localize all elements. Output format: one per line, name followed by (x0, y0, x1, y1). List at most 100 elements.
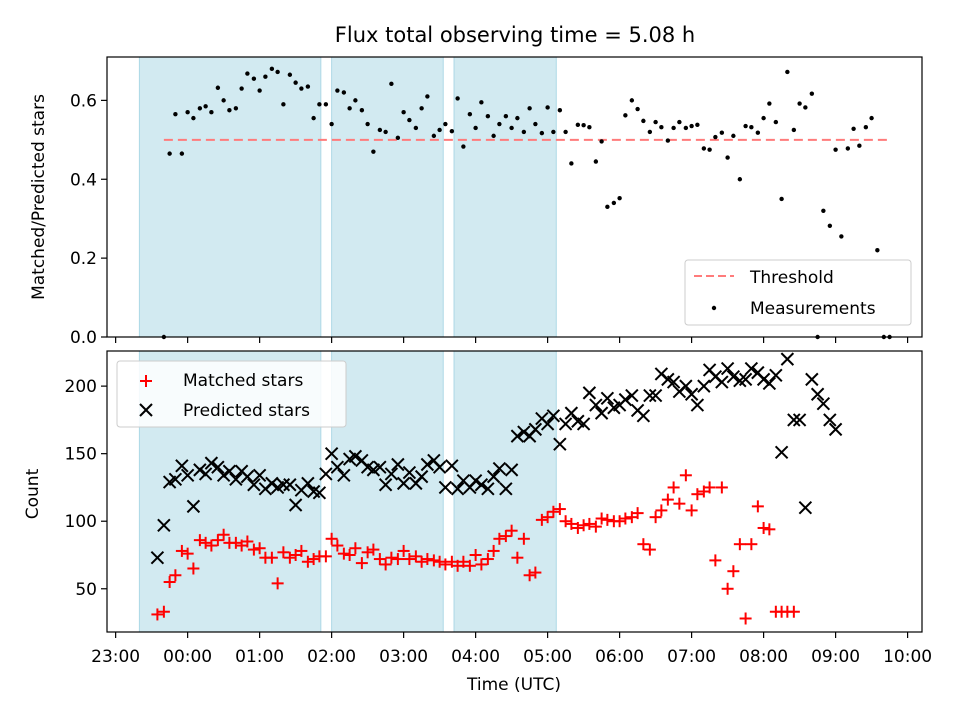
top-bands (138, 56, 557, 338)
measurement-point (563, 129, 568, 135)
measurement-point (749, 124, 754, 130)
matched-star-point (331, 539, 344, 552)
predicted-mark-b (510, 429, 525, 443)
matched-star-point (745, 538, 758, 551)
predicted-star-point (157, 518, 171, 532)
predicted-star-point (576, 417, 591, 431)
predicted-star-point (769, 368, 783, 383)
y-tick-label: 0.2 (70, 249, 97, 269)
predicted-star-point (594, 406, 609, 420)
matched-star-point (475, 558, 488, 571)
measurement-point (215, 85, 221, 90)
measurement-point (725, 155, 730, 160)
measurement-point (611, 200, 617, 206)
measurement-point (839, 234, 844, 239)
measurement-point (527, 106, 532, 111)
predicted-mark-b (486, 469, 501, 484)
predicted-star-point (474, 478, 489, 492)
top-points (161, 66, 892, 340)
measurement-point (191, 115, 196, 121)
measurement-point (869, 115, 874, 121)
observing-band (138, 56, 322, 338)
predicted-star-point (481, 482, 495, 496)
measurement-point (425, 94, 430, 99)
bottom-xticks: 23:00 00:00 01:00 02:00 03:00 04:00 05:00 06:00… (91, 632, 932, 667)
predicted-mark-b (211, 460, 225, 474)
y-tick-label: 0.4 (70, 170, 97, 190)
predicted-mark-b (396, 476, 411, 491)
matched-star-point (157, 605, 170, 618)
matched-legend-label: Matched stars (183, 371, 303, 391)
matched-star-point (739, 612, 752, 625)
predicted-mark-b (229, 472, 243, 487)
measurement-point (521, 129, 527, 135)
predicted-star-point (391, 457, 405, 472)
predicted-star-point (774, 445, 789, 460)
predicted-star-point (348, 449, 363, 464)
matched-star-point (721, 582, 734, 595)
predicted-mark-b (780, 352, 795, 366)
x-tick-label: 00:00 (163, 647, 212, 667)
predicted-star-point (378, 478, 393, 492)
measurement-point (509, 125, 514, 131)
predicted-star-point (553, 437, 567, 451)
bottom-xlabel: Time (UTC) (466, 675, 561, 695)
predicted-mark-b (186, 499, 201, 514)
predicted-mark-b (600, 391, 615, 405)
matched-star-point (247, 543, 260, 556)
measurement-point (251, 76, 257, 81)
predicted-mark-b (540, 417, 555, 431)
matched-star-point (763, 523, 776, 536)
predicted-star-point (690, 398, 705, 412)
predicted-mark-b (720, 361, 735, 376)
measurement-point (671, 125, 676, 131)
predicted-mark-b (222, 464, 237, 478)
predicted-legend-label: Predicted stars (183, 401, 310, 421)
predicted-star-point (252, 468, 267, 482)
predicted-star-point (625, 388, 639, 403)
predicted-mark-b (738, 372, 753, 387)
top-yticks: 0.0 0.2 0.4 0.6 (70, 91, 107, 348)
predicted-star-point (175, 459, 189, 473)
measurement-point (299, 86, 304, 91)
measurement-point (335, 88, 340, 93)
predicted-mark-b (816, 396, 831, 411)
predicted-mark-b (715, 375, 729, 389)
measurement-point (737, 177, 743, 182)
predicted-mark-b (168, 472, 183, 487)
measurement-point (413, 125, 419, 131)
measurement-point (497, 121, 502, 127)
matched-star-point (535, 513, 548, 526)
matched-star-point (403, 553, 416, 566)
x-tick-label: 03:00 (379, 647, 428, 667)
top-ylabel: Matched/Predicted stars (29, 94, 49, 300)
measurement-point (539, 130, 545, 136)
matched-star-point (655, 504, 668, 517)
measurement-point (491, 133, 496, 139)
predicted-mark-b (247, 478, 261, 492)
measurement-point (791, 127, 797, 133)
threshold-legend-label: Threshold (749, 268, 834, 288)
predicted-star-point (186, 499, 201, 514)
matched-star-point (277, 546, 290, 559)
measurement-point (515, 115, 520, 121)
predicted-star-point (180, 468, 195, 482)
matched-star-point (517, 532, 530, 545)
measurement-point (209, 110, 214, 115)
predicted-star-point (486, 469, 501, 484)
predicted-mark-b (798, 501, 813, 515)
predicted-star-point (193, 463, 207, 477)
predicted-mark-b (618, 392, 633, 407)
predicted-star-point (450, 482, 465, 496)
measurement-point (779, 196, 784, 202)
predicted-star-point (330, 460, 345, 474)
measurement-point (467, 111, 473, 117)
matched-star-point (631, 507, 644, 520)
predicted-star-point (582, 386, 597, 400)
measurement-point (455, 96, 460, 101)
measurement-point (719, 130, 725, 135)
bottom-points (150, 352, 843, 625)
predicted-star-point (396, 476, 411, 491)
predicted-mark-b (481, 482, 495, 496)
predicted-star-point (636, 409, 651, 423)
